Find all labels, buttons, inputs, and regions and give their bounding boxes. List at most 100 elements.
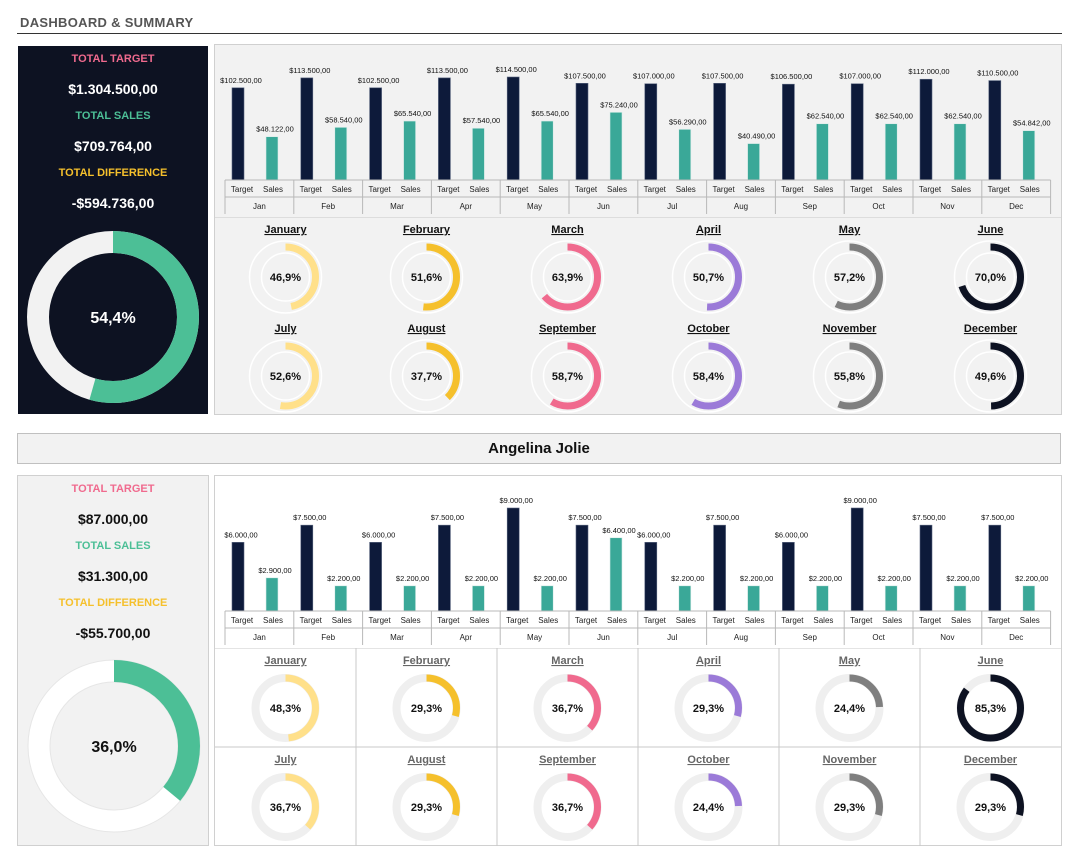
summary-sub-axis-label: Target (506, 185, 529, 194)
person-target-value-label: $7.500,00 (293, 513, 326, 522)
summary-target-value-label: $107.500,00 (702, 71, 744, 80)
person-category-label: Apr (460, 633, 473, 642)
summary-gauge-percent: 51,6% (411, 272, 442, 284)
summary-gauge-september: September 58,7% (530, 323, 605, 413)
summary-sales-bar-jul (678, 129, 692, 181)
person-sub-axis-label: Sales (676, 616, 696, 625)
person-sub-axis-label: Target (644, 616, 667, 625)
summary-category-label: Apr (460, 202, 473, 211)
person-gauge-arc (534, 773, 601, 841)
gauge-inner-ring (401, 351, 452, 401)
person-sub-axis-label: Sales (607, 616, 627, 625)
summary-gauge-arc (816, 342, 883, 410)
person-gauge-april: April 29,3% (674, 655, 743, 742)
summary-gauge-may: May 57,2% (812, 224, 887, 314)
summary-sales-bar-sep (816, 123, 829, 181)
person-gauge-month-label: August (408, 754, 446, 766)
gauge-outer-ring (389, 339, 464, 413)
person-gauge-month-label: November (823, 754, 878, 766)
person-gauge-february: February 29,3% (392, 655, 461, 742)
summary-sub-axis-label: Sales (607, 185, 627, 194)
summary-sales-value-label: $57.540,00 (463, 116, 501, 125)
person-gauge-may: May 24,4% (815, 655, 884, 742)
summary-gauge-arc (957, 243, 1024, 311)
person-sub-axis-label: Sales (745, 616, 765, 625)
person-sales-bar-dec (1022, 585, 1036, 612)
person-sub-axis-label: Sales (332, 616, 352, 625)
person-sub-axis-label: Sales (469, 616, 489, 625)
summary-target-value-label: $102.500,00 (220, 76, 262, 85)
person-category-label: May (527, 633, 542, 642)
summary-gauge-june: June 70,0% (953, 224, 1028, 314)
summary-sub-axis-label: Sales (263, 185, 283, 194)
summary-gauge-month-label: January (264, 224, 307, 236)
person-sales-value-label: $2.200,00 (534, 574, 567, 583)
summary-target-bar-apr (438, 77, 451, 181)
summary-target-value-label: $114.500,00 (496, 65, 537, 74)
person-total-difference-label: TOTAL DIFFERENCE (58, 597, 168, 609)
summary-sub-axis-label: Sales (1020, 185, 1040, 194)
salesperson-name: Angelina Jolie (17, 433, 1061, 464)
summary-target-bar-may (506, 76, 520, 181)
summary-gauge-february: February 51,6% (389, 224, 464, 314)
summary-sub-axis-label: Sales (401, 185, 421, 194)
person-total-difference-value: -$55.700,00 (75, 625, 151, 641)
person-target-bar-dec (988, 524, 1002, 612)
person-sub-axis-label: Target (300, 616, 323, 625)
person-sub-axis-label: Sales (882, 616, 902, 625)
summary-sales-value-label: $58.540,00 (325, 115, 363, 124)
person-sub-axis-label: Sales (1020, 616, 1040, 625)
person-target-value-label: $7.500,00 (981, 513, 1014, 522)
person-sales-bar-oct (884, 585, 898, 612)
person-total-sales-label: TOTAL SALES (75, 540, 151, 552)
donut-progress-arc (28, 660, 200, 832)
person-target-bar-may (506, 507, 520, 612)
summary-target-value-label: $107.000,00 (633, 72, 675, 81)
summary-gauge-month-label: July (274, 323, 297, 335)
person-sales-bar-jul (678, 585, 692, 612)
summary-sales-value-label: $62.540,00 (807, 112, 845, 121)
person-total-sales-value: $31.300,00 (77, 568, 149, 584)
summary-category-label: Feb (321, 202, 335, 211)
summary-category-label: Jun (597, 202, 610, 211)
gauge-inner-ring (401, 252, 452, 302)
summary-monthly-gauges: January 46,9% February 51,6% March 63,9% April… (215, 217, 1061, 413)
summary-sub-axis-label: Target (644, 185, 667, 194)
gauge-outer-ring (530, 240, 605, 314)
person-sub-axis-label: Sales (263, 616, 283, 625)
person-sales-value-label: $2.200,00 (809, 574, 842, 583)
summary-gauge-month-label: November (823, 323, 878, 335)
gauge-outer-ring (248, 339, 323, 413)
person-sales-value-label: $2.200,00 (1015, 574, 1048, 583)
person-gauge-june: June 85,3% (956, 655, 1025, 742)
person-target-bar-mar (369, 542, 382, 612)
summary-target-bar-nov (919, 78, 933, 181)
person-category-label: Oct (872, 633, 885, 642)
summary-category-label: Nov (940, 202, 954, 211)
summary-sales-bar-may (540, 120, 554, 181)
summary-target-bar-oct (850, 83, 864, 181)
total-difference-label: TOTAL DIFFERENCE (58, 167, 168, 179)
person-gauge-month-label: January (264, 655, 307, 667)
title-divider (17, 33, 1062, 34)
summary-sub-axis-label: Target (231, 185, 254, 194)
person-chart-panel: $6.000,00 $2.900,00 Target Sales Jan $7.500,0… (214, 475, 1062, 846)
person-gauge-august: August 29,3% (392, 754, 461, 841)
summary-gauge-january: January 46,9% (248, 224, 323, 314)
person-gauge-arc (252, 674, 319, 742)
person-sales-bar-jan (265, 577, 279, 612)
summary-sub-axis-label: Sales (538, 185, 558, 194)
person-donut-label: 36,0% (91, 739, 136, 756)
summary-gauge-october: October 58,4% (671, 323, 746, 413)
person-target-bar-sep (782, 542, 795, 612)
person-sales-bar-jun (609, 537, 623, 612)
person-target-bar-feb (300, 524, 314, 612)
summary-sales-bar-jan (265, 136, 279, 181)
person-gauge-percent: 36,7% (552, 703, 583, 715)
summary-sales-bar-dec (1022, 130, 1036, 181)
gauge-inner-ring (824, 351, 875, 401)
person-target-value-label: $7.500,00 (912, 513, 945, 522)
person-target-value-label: $6.000,00 (775, 530, 808, 539)
summary-chart-panel: $102.500,00 $48.122,00 Target Sales Jan $113.… (214, 44, 1062, 415)
summary-sub-axis-label: Target (712, 185, 735, 194)
